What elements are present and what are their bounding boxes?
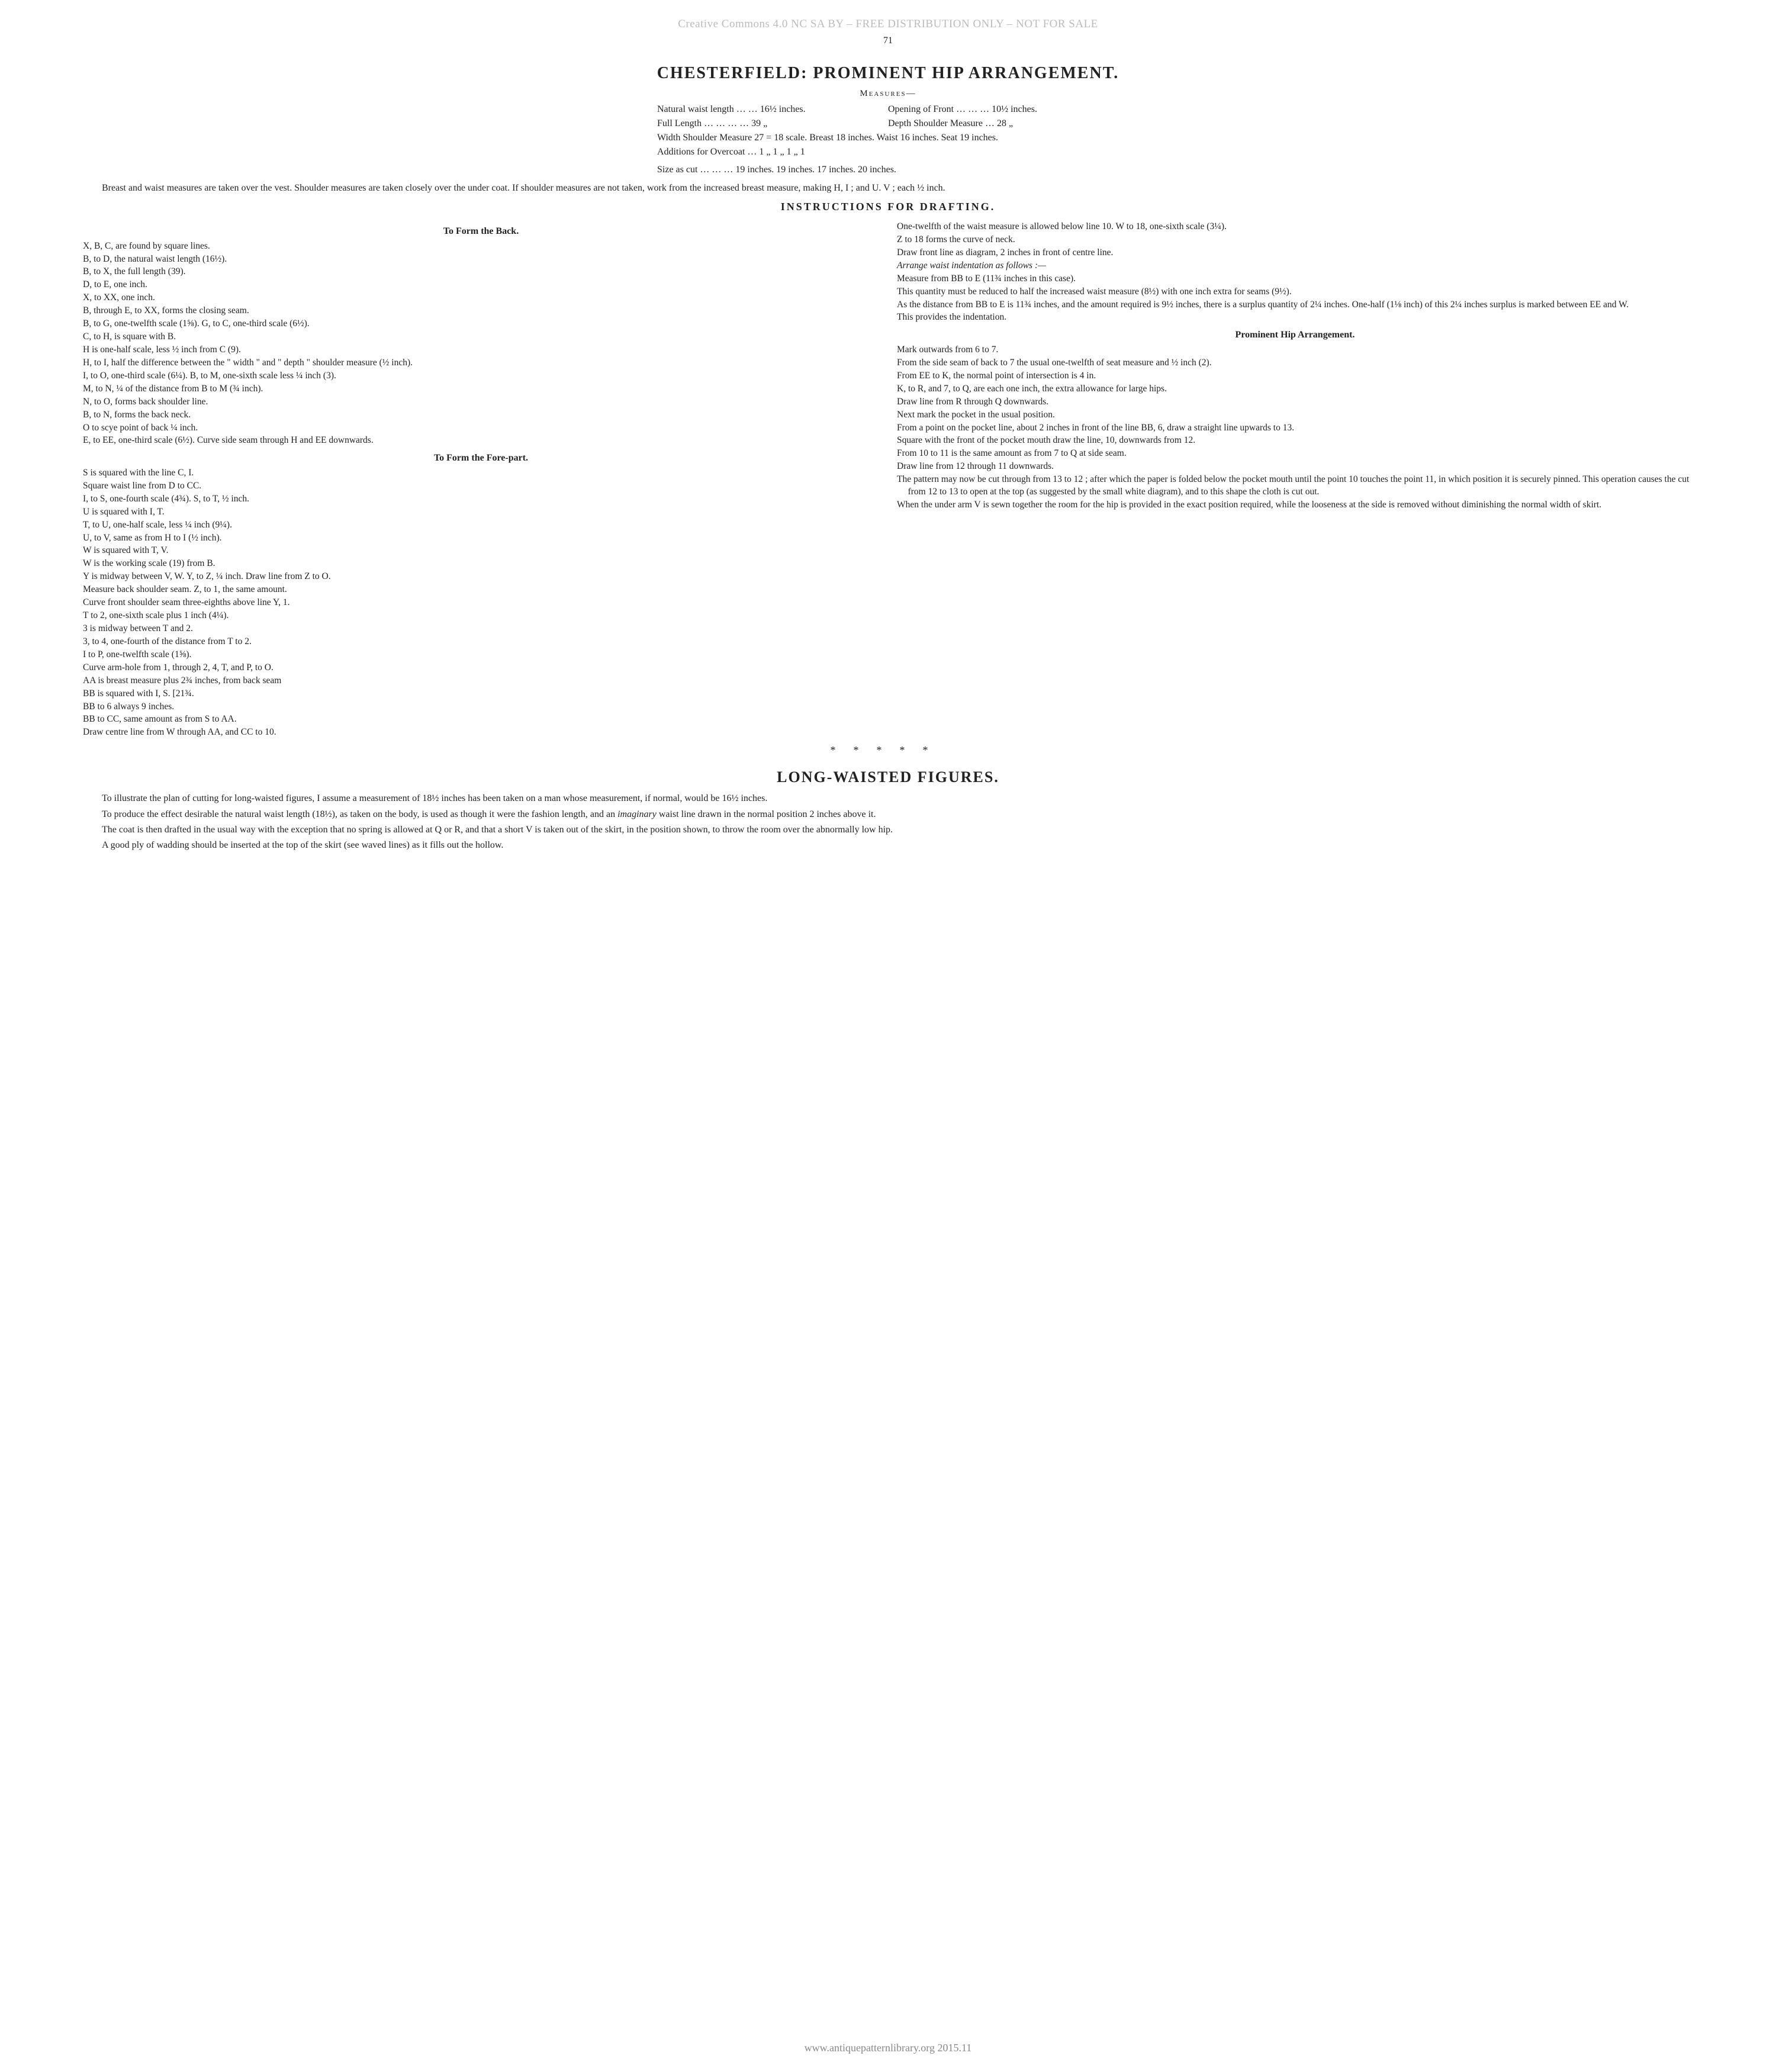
instruction-line: I to P, one-twelfth scale (1⅝). <box>83 649 879 661</box>
instruction-line: T, to U, one-half scale, less ¼ inch (9¼… <box>83 519 879 532</box>
section-title: LONG-WAISTED FIGURES. <box>83 768 1693 786</box>
instruction-line: T to 2, one-sixth scale plus 1 inch (4¼)… <box>83 610 879 622</box>
instruction-line: AA is breast measure plus 2¾ inches, fro… <box>83 675 879 687</box>
instruction-line: From a point on the pocket line, about 2… <box>897 422 1693 435</box>
measure-line: Size as cut … … … 19 inches. 19 inches. … <box>657 163 1119 177</box>
instruction-line: B, to D, the natural waist length (16½). <box>83 253 879 266</box>
intro-paragraph: Breast and waist measures are taken over… <box>83 183 1693 194</box>
instruction-line: BB to CC, same amount as from S to AA. <box>83 713 879 726</box>
instruction-line: Draw line from 12 through 11 downwards. <box>897 461 1693 473</box>
right-column: One-twelfth of the waist measure is allo… <box>897 220 1693 739</box>
instruction-line: From EE to K, the normal point of inters… <box>897 370 1693 382</box>
measure-line: Additions for Overcoat … 1 „ 1 „ 1 „ 1 <box>657 145 1119 159</box>
instruction-line: Next mark the pocket in the usual positi… <box>897 409 1693 422</box>
instruction-line: One-twelfth of the waist measure is allo… <box>897 221 1693 233</box>
instruction-line: U is squared with I, T. <box>83 506 879 519</box>
instruction-columns: To Form the Back. X, B, C, are found by … <box>83 220 1693 739</box>
measure-line: Natural waist length … … 16½ inches. <box>657 102 888 117</box>
instruction-line: Draw front line as diagram, 2 inches in … <box>897 247 1693 259</box>
watermark-top: Creative Commons 4.0 NC SA BY – FREE DIS… <box>0 18 1776 31</box>
measure-line: Depth Shoulder Measure … 28 „ <box>888 117 1119 131</box>
sub-heading: Prominent Hip Arrangement. <box>897 329 1693 342</box>
instruction-line: As the distance from BB to E is 11¾ inch… <box>897 299 1693 311</box>
instruction-line: B, through E, to XX, forms the closing s… <box>83 305 879 317</box>
instruction-line: C, to H, is square with B. <box>83 331 879 343</box>
instruction-line: This provides the indentation. <box>897 311 1693 324</box>
instruction-line: H, to I, half the difference between the… <box>83 357 879 369</box>
instruction-line: 3 is midway between T and 2. <box>83 623 879 635</box>
instruction-line: X, B, C, are found by square lines. <box>83 240 879 253</box>
instruction-line: Square with the front of the pocket mout… <box>897 435 1693 447</box>
instruction-line: Draw line from R through Q downwards. <box>897 396 1693 408</box>
italic-line: Arrange waist indentation as follows :— <box>897 260 1693 272</box>
instruction-line: I, to S, one-fourth scale (4¾). S, to T,… <box>83 493 879 506</box>
instruction-line: B, to N, forms the back neck. <box>83 409 879 422</box>
instruction-line: The pattern may now be cut through from … <box>897 474 1693 498</box>
instruction-line: Curve front shoulder seam three-eighths … <box>83 597 879 609</box>
instruction-line: Curve arm-hole from 1, through 2, 4, T, … <box>83 662 879 674</box>
instruction-line: This quantity must be reduced to half th… <box>897 286 1693 298</box>
instruction-line: Measure back shoulder seam. Z, to 1, the… <box>83 584 879 596</box>
instruction-line: Z to 18 forms the curve of neck. <box>897 234 1693 246</box>
measure-line: Full Length … … … … 39 „ <box>657 117 888 131</box>
page-title: CHESTERFIELD: PROMINENT HIP ARRANGEMENT. <box>83 64 1693 83</box>
instruction-line: B, to G, one-twelfth scale (1⅝). G, to C… <box>83 318 879 330</box>
instruction-line: U, to V, same as from H to I (½ inch). <box>83 532 879 545</box>
instruction-line: 3, to 4, one-fourth of the distance from… <box>83 636 879 648</box>
instruction-line: K, to R, and 7, to Q, are each one inch,… <box>897 383 1693 395</box>
body-paragraph: To produce the effect desirable the natu… <box>83 808 1693 821</box>
instruction-line: B, to X, the full length (39). <box>83 266 879 278</box>
instruction-line: M, to N, ¼ of the distance from B to M (… <box>83 383 879 395</box>
instruction-line: Y is midway between V, W. Y, to Z, ¼ inc… <box>83 571 879 583</box>
page-number: 71 <box>83 36 1693 46</box>
instruction-line: W is the working scale (19) from B. <box>83 558 879 570</box>
drafting-title: INSTRUCTIONS FOR DRAFTING. <box>83 201 1693 213</box>
instruction-line: O to scye point of back ¼ inch. <box>83 422 879 435</box>
instruction-line: From 10 to 11 is the same amount as from… <box>897 448 1693 460</box>
measure-line: Width Shoulder Measure 27 = 18 scale. Br… <box>657 131 1119 145</box>
instruction-line: From the side seam of back to 7 the usua… <box>897 357 1693 369</box>
measures-block: Natural waist length … … 16½ inches. Ope… <box>657 102 1119 177</box>
instruction-line: S is squared with the line C, I. <box>83 467 879 480</box>
sub-heading: To Form the Back. <box>83 225 879 238</box>
instruction-line: N, to O, forms back shoulder line. <box>83 396 879 408</box>
instruction-line: W is squared with T, V. <box>83 545 879 557</box>
asterisk-divider: ***** <box>83 744 1693 757</box>
instruction-line: Mark outwards from 6 to 7. <box>897 344 1693 356</box>
instruction-line: X, to XX, one inch. <box>83 292 879 304</box>
body-paragraph: To illustrate the plan of cutting for lo… <box>83 792 1693 805</box>
left-column: To Form the Back. X, B, C, are found by … <box>83 220 879 739</box>
sub-heading: To Form the Fore-part. <box>83 452 879 465</box>
measure-line: Opening of Front … … … 10½ inches. <box>888 102 1119 117</box>
body-paragraph: A good ply of wadding should be inserted… <box>83 839 1693 852</box>
instruction-line: I, to O, one-third scale (6¼). B, to M, … <box>83 370 879 382</box>
instruction-line: When the under arm V is sewn together th… <box>897 499 1693 511</box>
instruction-line: D, to E, one inch. <box>83 279 879 291</box>
instruction-line: BB to 6 always 9 inches. <box>83 701 879 713</box>
body-paragraph: The coat is then drafted in the usual wa… <box>83 823 1693 836</box>
instruction-line: Draw centre line from W through AA, and … <box>83 726 879 739</box>
instruction-line: Measure from BB to E (11¾ inches in this… <box>897 273 1693 285</box>
instruction-line: Square waist line from D to CC. <box>83 480 879 493</box>
measures-label: Measures— <box>83 89 1693 99</box>
watermark-bottom: www.antiquepatternlibrary.org 2015.11 <box>0 2042 1776 2054</box>
instruction-line: BB is squared with I, S. [21¾. <box>83 688 879 700</box>
instruction-line: H is one-half scale, less ½ inch from C … <box>83 344 879 356</box>
instruction-line: E, to EE, one-third scale (6½). Curve si… <box>83 435 879 447</box>
